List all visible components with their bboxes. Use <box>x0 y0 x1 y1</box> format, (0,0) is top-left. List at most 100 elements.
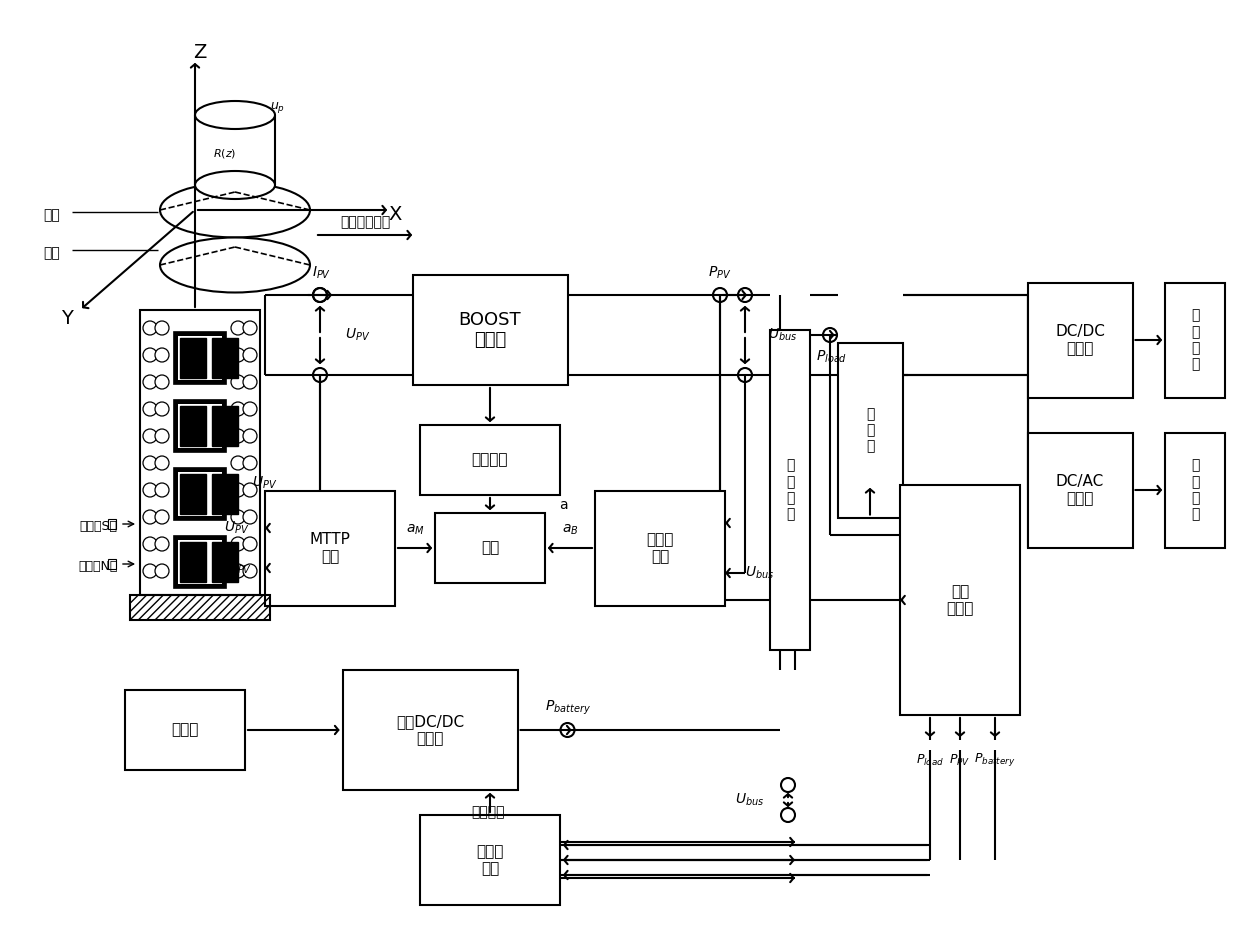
Circle shape <box>143 483 157 497</box>
Circle shape <box>143 564 157 578</box>
Bar <box>174 400 226 452</box>
Text: 变功率
控制: 变功率 控制 <box>476 843 503 876</box>
Text: $U_{bus}$: $U_{bus}$ <box>745 565 775 581</box>
Text: 水下: 水下 <box>43 246 61 260</box>
Circle shape <box>243 483 257 497</box>
Text: Y: Y <box>61 308 73 328</box>
Text: $P_{PV}$: $P_{PV}$ <box>708 265 732 281</box>
Circle shape <box>231 483 246 497</box>
Circle shape <box>231 321 246 335</box>
Text: 入射波正方向: 入射波正方向 <box>340 215 391 229</box>
Circle shape <box>243 510 257 524</box>
Text: $I_{PV}$: $I_{PV}$ <box>233 559 253 576</box>
Bar <box>1028 282 1132 398</box>
Circle shape <box>243 537 257 551</box>
Circle shape <box>143 348 157 362</box>
Text: $a_M$: $a_M$ <box>405 523 424 537</box>
Text: MTTP
控制: MTTP 控制 <box>310 531 351 564</box>
Circle shape <box>143 456 157 470</box>
Text: $I_{PV}$: $I_{PV}$ <box>312 265 331 281</box>
Circle shape <box>155 483 169 497</box>
Text: $U_{PV}$: $U_{PV}$ <box>224 520 249 536</box>
Text: a: a <box>559 498 568 512</box>
Bar <box>1166 432 1225 547</box>
Bar <box>837 343 903 517</box>
Circle shape <box>243 321 257 335</box>
Bar <box>140 310 260 595</box>
Circle shape <box>231 402 246 416</box>
Bar <box>342 670 517 790</box>
Text: $U_{bus}$: $U_{bus}$ <box>769 327 797 343</box>
Text: $a_B$: $a_B$ <box>562 523 578 537</box>
Text: 限功率
控制: 限功率 控制 <box>646 531 673 564</box>
Circle shape <box>243 429 257 443</box>
Text: 永磁体N极: 永磁体N极 <box>78 560 118 573</box>
Bar <box>174 468 226 520</box>
Ellipse shape <box>160 237 310 292</box>
Ellipse shape <box>195 171 275 199</box>
Circle shape <box>243 456 257 470</box>
Circle shape <box>143 402 157 416</box>
Bar <box>212 406 238 446</box>
Text: 直
流
负
荷: 直 流 负 荷 <box>1190 309 1199 372</box>
Circle shape <box>143 429 157 443</box>
Circle shape <box>143 537 157 551</box>
Circle shape <box>155 429 169 443</box>
Text: BOOST
变换器: BOOST 变换器 <box>459 311 521 349</box>
Circle shape <box>231 537 246 551</box>
Text: 切换: 切换 <box>481 541 500 556</box>
Bar <box>435 513 546 583</box>
Bar <box>125 690 246 770</box>
Circle shape <box>155 564 169 578</box>
Circle shape <box>231 348 246 362</box>
Bar <box>265 490 396 605</box>
Bar <box>130 595 270 620</box>
Text: $P_{PV}$: $P_{PV}$ <box>950 753 971 768</box>
Bar <box>179 336 222 380</box>
Circle shape <box>143 375 157 389</box>
Bar <box>180 406 206 446</box>
Bar <box>420 815 560 905</box>
Bar <box>179 540 222 584</box>
Bar <box>180 474 206 514</box>
Circle shape <box>155 537 169 551</box>
Circle shape <box>155 375 169 389</box>
Text: $R(z)$: $R(z)$ <box>213 147 237 160</box>
Text: 双向DC/DC
变换器: 双向DC/DC 变换器 <box>396 714 464 746</box>
Text: $P_{battery}$: $P_{battery}$ <box>544 699 590 717</box>
Circle shape <box>231 375 246 389</box>
Bar <box>212 338 238 378</box>
Circle shape <box>155 456 169 470</box>
Text: $P_{load}$: $P_{load}$ <box>816 348 848 365</box>
Text: 水面: 水面 <box>43 208 61 222</box>
Text: 直
流
母
线: 直 流 母 线 <box>786 459 794 521</box>
Bar <box>900 485 1021 715</box>
Circle shape <box>155 402 169 416</box>
Text: DC/DC
变换器: DC/DC 变换器 <box>1055 324 1105 356</box>
Bar <box>108 559 117 569</box>
Bar <box>420 425 560 495</box>
Circle shape <box>155 348 169 362</box>
Text: $U_{PV}$: $U_{PV}$ <box>346 327 371 343</box>
Bar <box>212 542 238 582</box>
Text: 蓄电池: 蓄电池 <box>171 723 198 738</box>
Text: $U_{bus}$: $U_{bus}$ <box>735 792 765 808</box>
Circle shape <box>243 348 257 362</box>
Circle shape <box>231 564 246 578</box>
Bar <box>595 490 725 605</box>
Text: 交
流
负
荷: 交 流 负 荷 <box>1190 459 1199 521</box>
Circle shape <box>143 321 157 335</box>
Bar <box>180 542 206 582</box>
Bar <box>413 275 568 385</box>
Text: 永磁体S极: 永磁体S极 <box>79 520 117 533</box>
Ellipse shape <box>195 101 275 129</box>
Text: $U_{PV}$: $U_{PV}$ <box>253 474 278 491</box>
Circle shape <box>155 510 169 524</box>
Bar <box>1166 282 1225 398</box>
Bar <box>212 474 238 514</box>
Circle shape <box>231 429 246 443</box>
Text: $u_p$: $u_p$ <box>270 101 285 116</box>
Circle shape <box>243 402 257 416</box>
Text: X: X <box>388 205 402 224</box>
Bar <box>180 338 206 378</box>
